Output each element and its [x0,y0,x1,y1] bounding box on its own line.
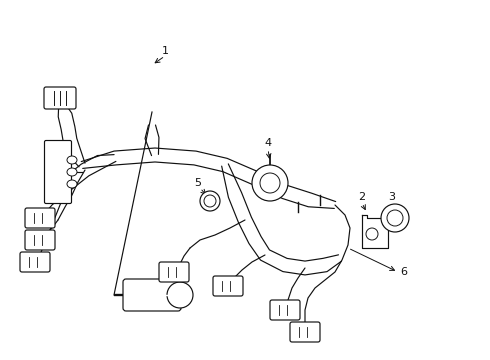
Circle shape [167,282,193,308]
Ellipse shape [381,204,409,232]
FancyBboxPatch shape [45,140,72,203]
Text: 3: 3 [389,192,395,202]
FancyBboxPatch shape [25,230,55,250]
FancyBboxPatch shape [20,252,50,272]
Ellipse shape [387,210,403,226]
Ellipse shape [67,156,77,164]
FancyBboxPatch shape [290,322,320,342]
Text: 6: 6 [400,267,407,277]
FancyBboxPatch shape [159,262,189,282]
FancyBboxPatch shape [213,276,243,296]
Circle shape [204,195,216,207]
FancyBboxPatch shape [270,300,300,320]
FancyBboxPatch shape [44,87,76,109]
Ellipse shape [67,180,77,188]
Text: 4: 4 [265,138,271,148]
Ellipse shape [67,168,77,176]
Text: 1: 1 [162,46,169,56]
FancyBboxPatch shape [25,208,55,228]
Circle shape [200,191,220,211]
Circle shape [366,228,378,240]
Text: 2: 2 [359,192,366,202]
FancyBboxPatch shape [123,279,181,311]
Circle shape [252,165,288,201]
Circle shape [260,173,280,193]
Text: 5: 5 [195,178,201,188]
